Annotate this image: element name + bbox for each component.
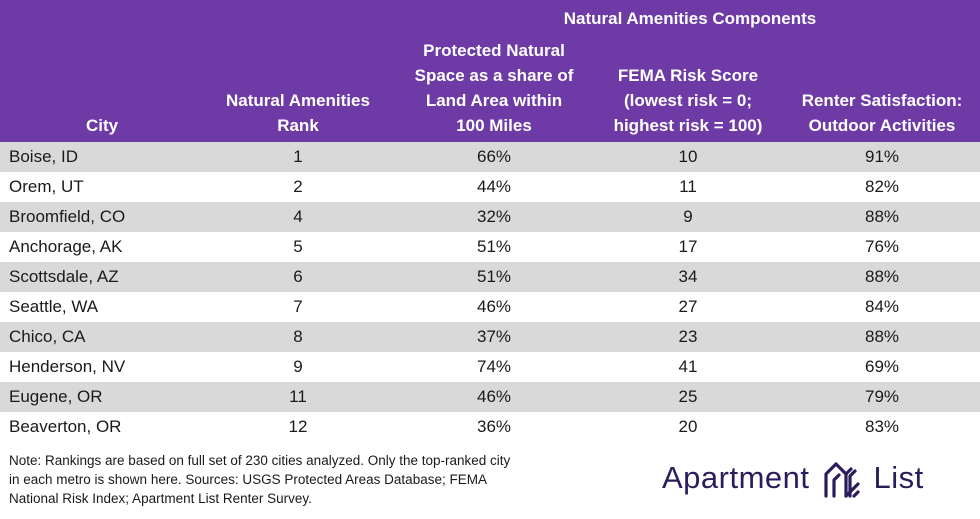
rank-cell: 11 [289, 387, 307, 406]
rank-cell: 7 [293, 297, 303, 316]
protected-space-cell: 37% [476, 327, 512, 346]
renter-satisfaction-cell: 84% [864, 297, 900, 316]
fema-risk-cell: 27 [678, 297, 698, 316]
city-cell: Orem, UT [9, 177, 84, 196]
rank-cell: 6 [293, 267, 303, 286]
city-cell: Scottsdale, AZ [9, 267, 119, 286]
renter-satisfaction-cell: 69% [864, 357, 900, 376]
protected-space-cell: 36% [476, 417, 512, 436]
apartment-list-logo: Apartment List [662, 454, 924, 502]
table-row: Orem, UT 2 44% 11 82% [0, 172, 980, 202]
rank-cell: 8 [293, 327, 303, 346]
renter-satisfaction-cell: 79% [864, 387, 900, 406]
table-row: Seattle, WA 7 46% 27 84% [0, 292, 980, 322]
table-row: Boise, ID 1 66% 10 91% [0, 142, 980, 172]
protected-space-cell: 44% [476, 177, 512, 196]
fema-risk-cell: 11 [679, 177, 697, 196]
header-renter-satisfaction: Renter Satisfaction: Outdoor Activities [801, 91, 963, 135]
table-row: Beaverton, OR 12 36% 20 83% [0, 412, 980, 442]
logo-word-apartment: Apartment [662, 460, 810, 495]
fema-risk-cell: 10 [678, 147, 698, 166]
renter-satisfaction-cell: 91% [864, 147, 900, 166]
city-cell: Boise, ID [9, 147, 78, 166]
renter-satisfaction-cell: 88% [864, 207, 900, 226]
apartment-list-logo-icon [823, 462, 860, 498]
city-cell: Seattle, WA [9, 297, 99, 316]
fema-risk-cell: 20 [678, 417, 698, 436]
renter-satisfaction-cell: 76% [864, 237, 900, 256]
rank-cell: 5 [293, 237, 303, 256]
protected-space-cell: 32% [476, 207, 512, 226]
table-row: Scottsdale, AZ 6 51% 34 88% [0, 262, 980, 292]
header-protected-space: Protected Natural Space as a share of La… [414, 41, 574, 135]
city-cell: Eugene, OR [9, 387, 103, 406]
header-city: City [85, 116, 119, 135]
table-row: Henderson, NV 9 74% 41 69% [0, 352, 980, 382]
rank-cell: 1 [293, 147, 303, 166]
table-row: Broomfield, CO 4 32% 9 88% [0, 202, 980, 232]
fema-risk-cell: 41 [678, 357, 698, 376]
header-fema-risk: FEMA Risk Score (lowest risk = 0; highes… [613, 66, 763, 135]
renter-satisfaction-cell: 88% [864, 267, 900, 286]
table-row: Chico, CA 8 37% 23 88% [0, 322, 980, 352]
city-cell: Chico, CA [9, 327, 86, 346]
city-cell: Anchorage, AK [9, 237, 123, 256]
protected-space-cell: 46% [476, 387, 512, 406]
protected-space-cell: 51% [476, 237, 512, 256]
fema-risk-cell: 17 [678, 237, 698, 256]
renter-satisfaction-cell: 83% [864, 417, 900, 436]
header-rank: Natural Amenities Rank [226, 91, 370, 135]
city-cell: Broomfield, CO [9, 207, 126, 226]
city-cell: Beaverton, OR [9, 417, 122, 436]
city-cell: Henderson, NV [9, 357, 126, 376]
fema-risk-cell: 34 [678, 267, 698, 286]
header-group-label: Natural Amenities Components [563, 9, 817, 28]
renter-satisfaction-cell: 82% [864, 177, 900, 196]
protected-space-cell: 46% [476, 297, 512, 316]
table-row: Eugene, OR 11 46% 25 79% [0, 382, 980, 412]
footnote: Note: Rankings are based on full set of … [9, 453, 511, 506]
protected-space-cell: 74% [476, 357, 512, 376]
fema-risk-cell: 23 [678, 327, 698, 346]
table-body: Boise, ID 1 66% 10 91% Orem, UT 2 44% 11… [0, 142, 980, 442]
protected-space-cell: 51% [476, 267, 512, 286]
fema-risk-cell: 25 [678, 387, 698, 406]
rank-cell: 2 [293, 177, 303, 196]
rank-cell: 12 [288, 417, 308, 436]
logo-word-list: List [873, 460, 924, 495]
fema-risk-cell: 9 [683, 207, 693, 226]
renter-satisfaction-cell: 88% [864, 327, 900, 346]
rank-cell: 4 [293, 207, 303, 226]
rank-cell: 9 [293, 357, 303, 376]
table-header: Natural Amenities Components City Natura… [0, 0, 980, 142]
protected-space-cell: 66% [476, 147, 512, 166]
table-row: Anchorage, AK 5 51% 17 76% [0, 232, 980, 262]
